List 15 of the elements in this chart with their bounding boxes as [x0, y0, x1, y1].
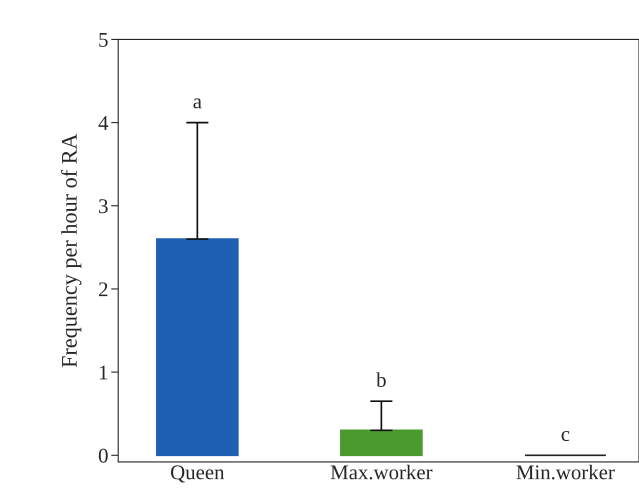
y-tick-label: 3 [99, 199, 108, 214]
annotation: c [562, 431, 570, 442]
bar [340, 430, 423, 456]
x-tick-label: Queen [171, 465, 224, 483]
y-axis-title: Frequency per hour of RA [60, 134, 82, 368]
annotation: a [193, 98, 202, 108]
y-tick-label: 1 [100, 366, 108, 380]
x-tick-label: Max.worker [330, 464, 432, 480]
annotation: b [376, 372, 386, 388]
y-tick-label: 4 [98, 116, 108, 130]
bar [156, 238, 239, 456]
y-tick-label: 5 [99, 33, 108, 47]
y-tick-label: 0 [98, 448, 108, 463]
x-tick-label: Min.worker [516, 464, 615, 480]
y-tick-label: 2 [98, 282, 108, 296]
